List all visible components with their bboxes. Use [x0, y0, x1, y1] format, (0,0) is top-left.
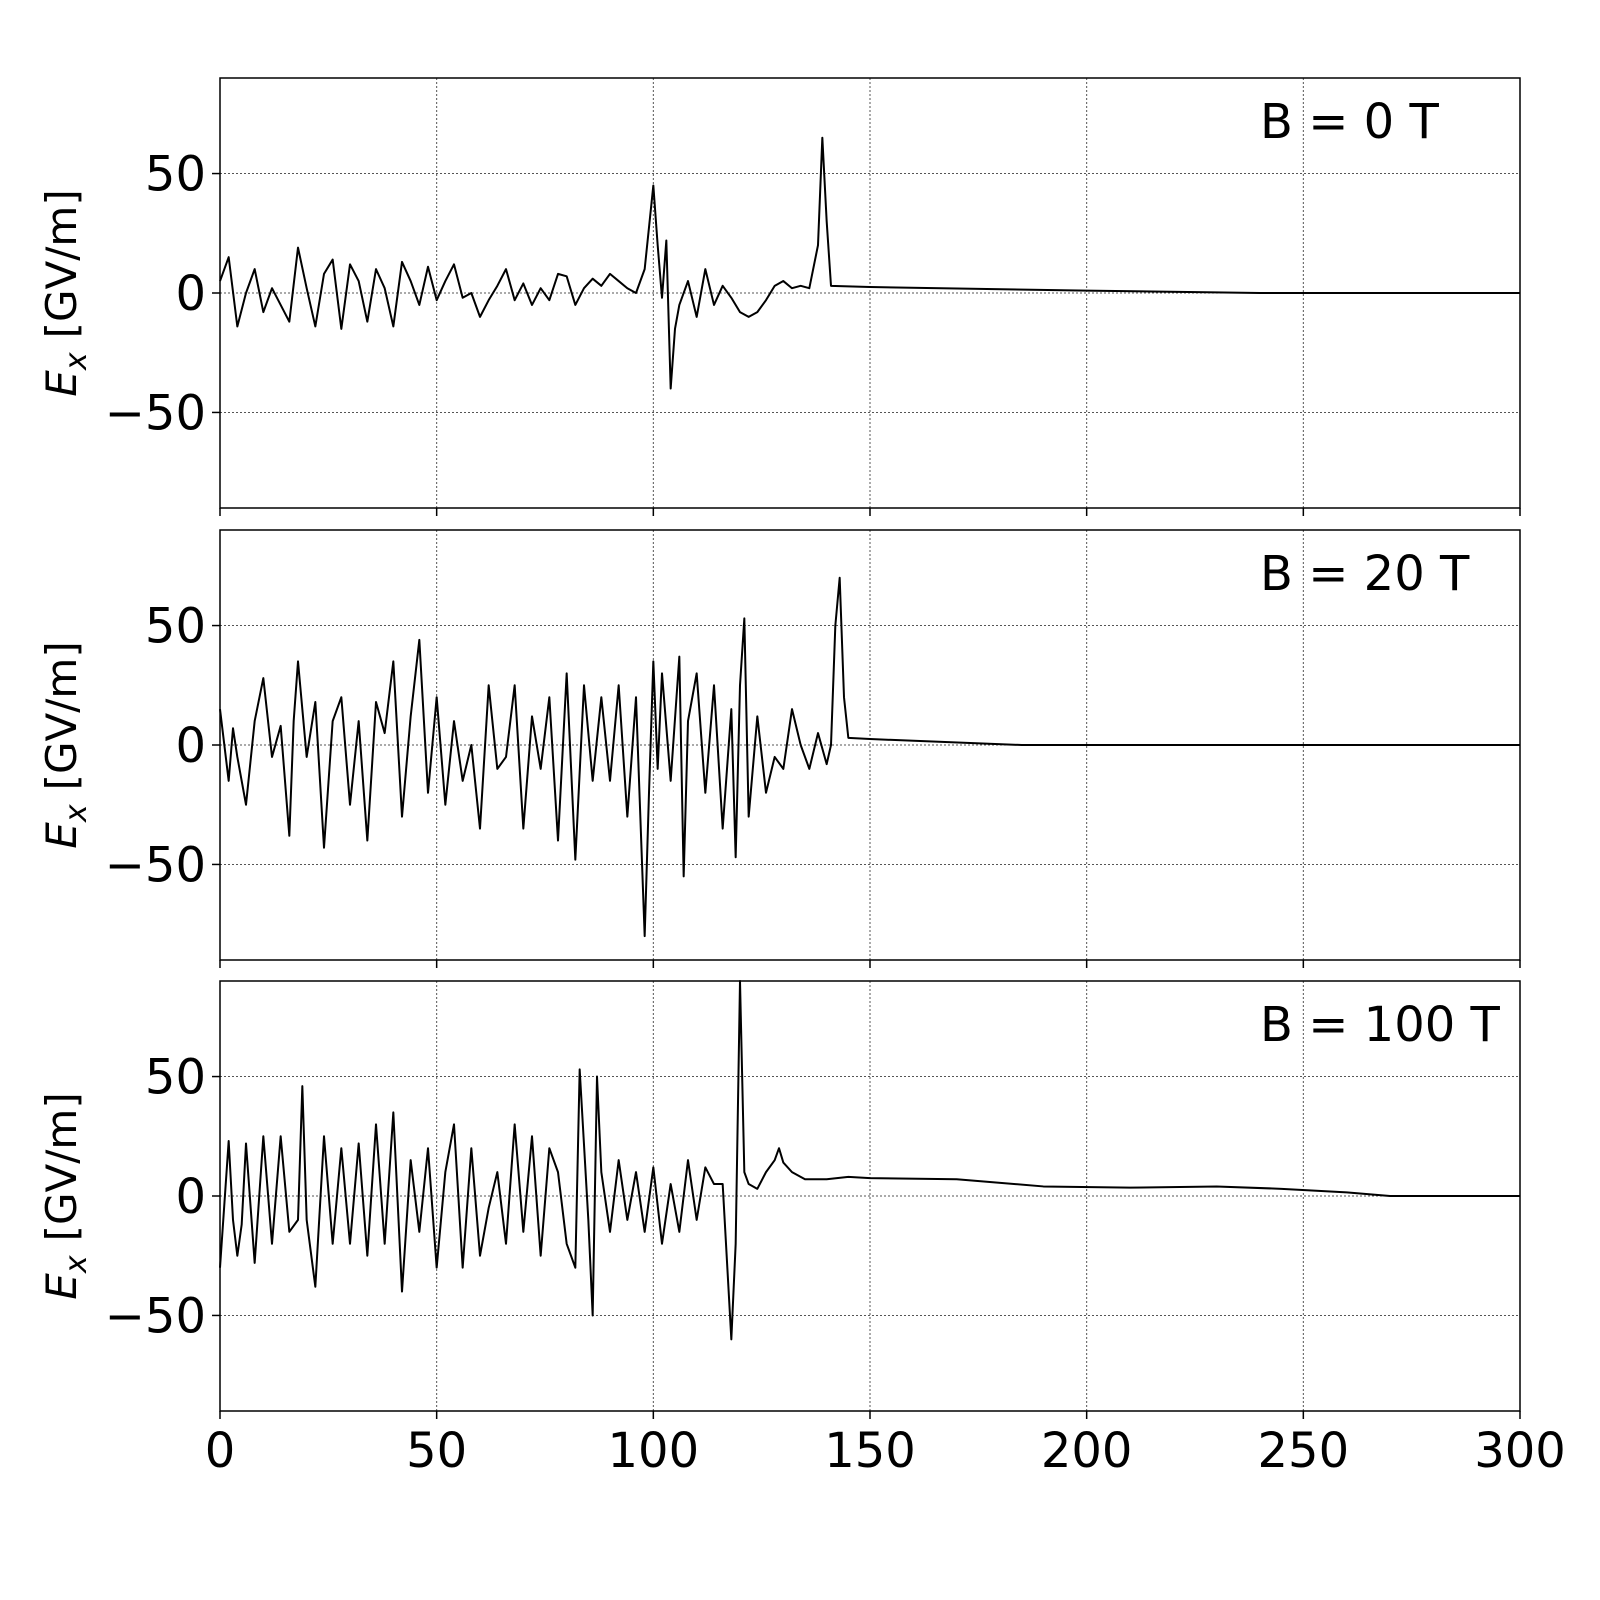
- annotation: B = 20 T: [1260, 546, 1470, 602]
- y-axis-label: Ex [GV/m]: [37, 1092, 94, 1299]
- plot-frame: [219, 77, 1521, 509]
- y-tick-label: 0: [175, 718, 206, 774]
- y-axis-label: Ex [GV/m]: [37, 641, 94, 848]
- y-label-unit: [GV/m]: [37, 189, 86, 338]
- y-label-symbol: E: [37, 370, 86, 397]
- y-tick-label: 50: [145, 1050, 206, 1106]
- panel: −50 0 50 B = 20 T Ex [GV/m]: [37, 529, 1521, 968]
- y-label-symbol: E: [37, 822, 86, 849]
- plot-frame: [219, 529, 1521, 961]
- annotation: B = 100 T: [1260, 997, 1501, 1053]
- x-tick-label: 300: [1474, 1423, 1566, 1479]
- y-tick-label: −50: [105, 1288, 206, 1344]
- y-label-subscript: x: [59, 804, 94, 823]
- plot-frame: [219, 980, 1521, 1412]
- y-tick-label: −50: [105, 837, 206, 893]
- y-tick-label: 50: [145, 147, 206, 203]
- x-tick-label: 250: [1258, 1423, 1350, 1479]
- y-label-symbol: E: [37, 1273, 86, 1300]
- x-tick-label: 50: [406, 1423, 467, 1479]
- panel: −50 0 50 B = 0 T Ex [GV/m]: [37, 77, 1521, 516]
- data-line: [219, 576, 1520, 938]
- x-tick-label: 150: [824, 1423, 916, 1479]
- y-label-subscript: x: [59, 1255, 94, 1274]
- y-label-unit: [GV/m]: [37, 641, 86, 790]
- y-axis-label: Ex [GV/m]: [37, 189, 94, 396]
- y-tick-label: 0: [175, 1169, 206, 1225]
- y-label-subscript: x: [59, 352, 94, 371]
- x-tick-label: 100: [608, 1423, 700, 1479]
- data-line: [219, 136, 1520, 390]
- y-label-unit: [GV/m]: [37, 1092, 86, 1241]
- y-tick-label: −50: [105, 385, 206, 441]
- panel: 0 50 100 150 200 250 300 −50 0 50 B = 100 T Ex [GV/m…: [37, 980, 1566, 1479]
- x-tick-label: 0: [205, 1423, 236, 1479]
- y-tick-label: 0: [175, 266, 206, 322]
- data-line: [219, 980, 1520, 1341]
- annotation: B = 0 T: [1260, 94, 1439, 150]
- y-tick-label: 50: [145, 599, 206, 655]
- x-tick-label: 200: [1041, 1423, 1133, 1479]
